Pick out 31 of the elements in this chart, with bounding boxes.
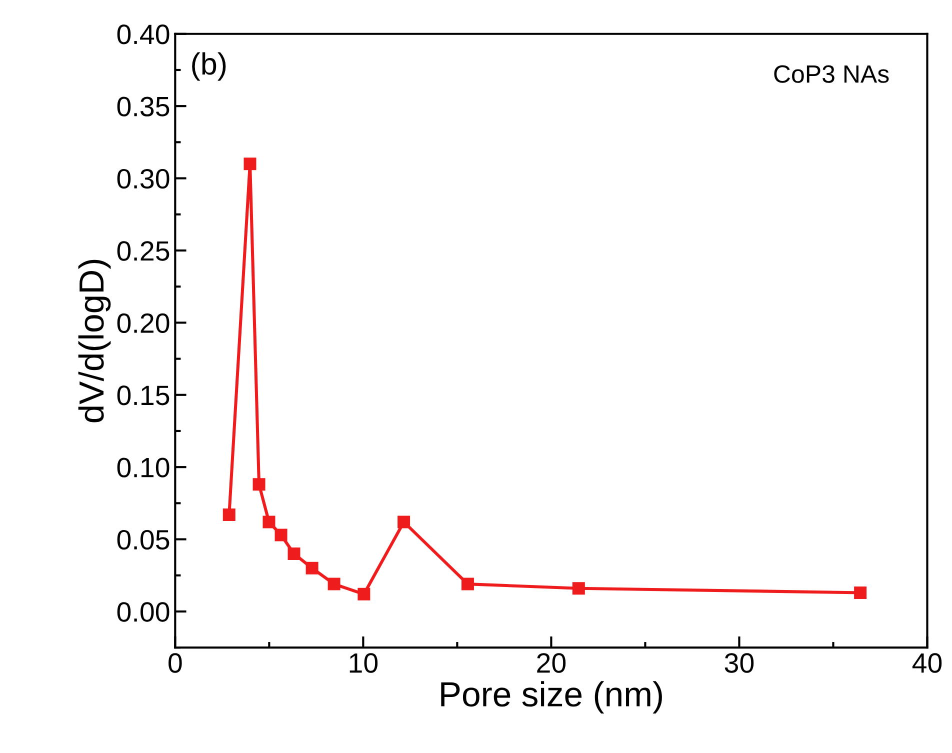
annotation: (b) bbox=[192, 52, 226, 81]
point bbox=[262, 516, 276, 528]
point bbox=[328, 578, 340, 590]
y-tick-label: 0.35 bbox=[117, 96, 170, 116]
x-tick-label: 40 bbox=[912, 653, 942, 673]
y-axis-title: dV/d(logD) bbox=[78, 260, 111, 422]
x-axis-title: Pore size (nm) bbox=[441, 681, 662, 714]
x-tick-label: 30 bbox=[724, 653, 754, 673]
point bbox=[854, 586, 867, 599]
y-tick-label: 0.30 bbox=[117, 168, 170, 189]
point bbox=[358, 588, 370, 600]
x-tick-label: 10 bbox=[350, 653, 378, 673]
y-tick-label: 0.15 bbox=[117, 386, 170, 406]
point bbox=[572, 582, 585, 595]
y-tick-label: 0.40 bbox=[117, 24, 170, 44]
y-tick-label: 0.05 bbox=[117, 530, 170, 550]
point bbox=[461, 578, 474, 590]
point bbox=[222, 508, 236, 521]
point bbox=[274, 528, 288, 542]
point bbox=[252, 478, 266, 491]
point bbox=[398, 516, 410, 528]
y-tick-label: 0.20 bbox=[117, 313, 170, 334]
y-tick-label: 0.10 bbox=[117, 458, 170, 478]
x-tick-label: 20 bbox=[537, 653, 566, 673]
point bbox=[244, 158, 256, 170]
x-tick-label: 0 bbox=[168, 653, 182, 673]
y-tick-label: 0.25 bbox=[117, 241, 170, 261]
point bbox=[306, 562, 318, 574]
annotation: CoP3 NAs bbox=[774, 65, 889, 83]
point bbox=[288, 547, 300, 560]
y-tick-label: 0.00 bbox=[117, 602, 170, 622]
